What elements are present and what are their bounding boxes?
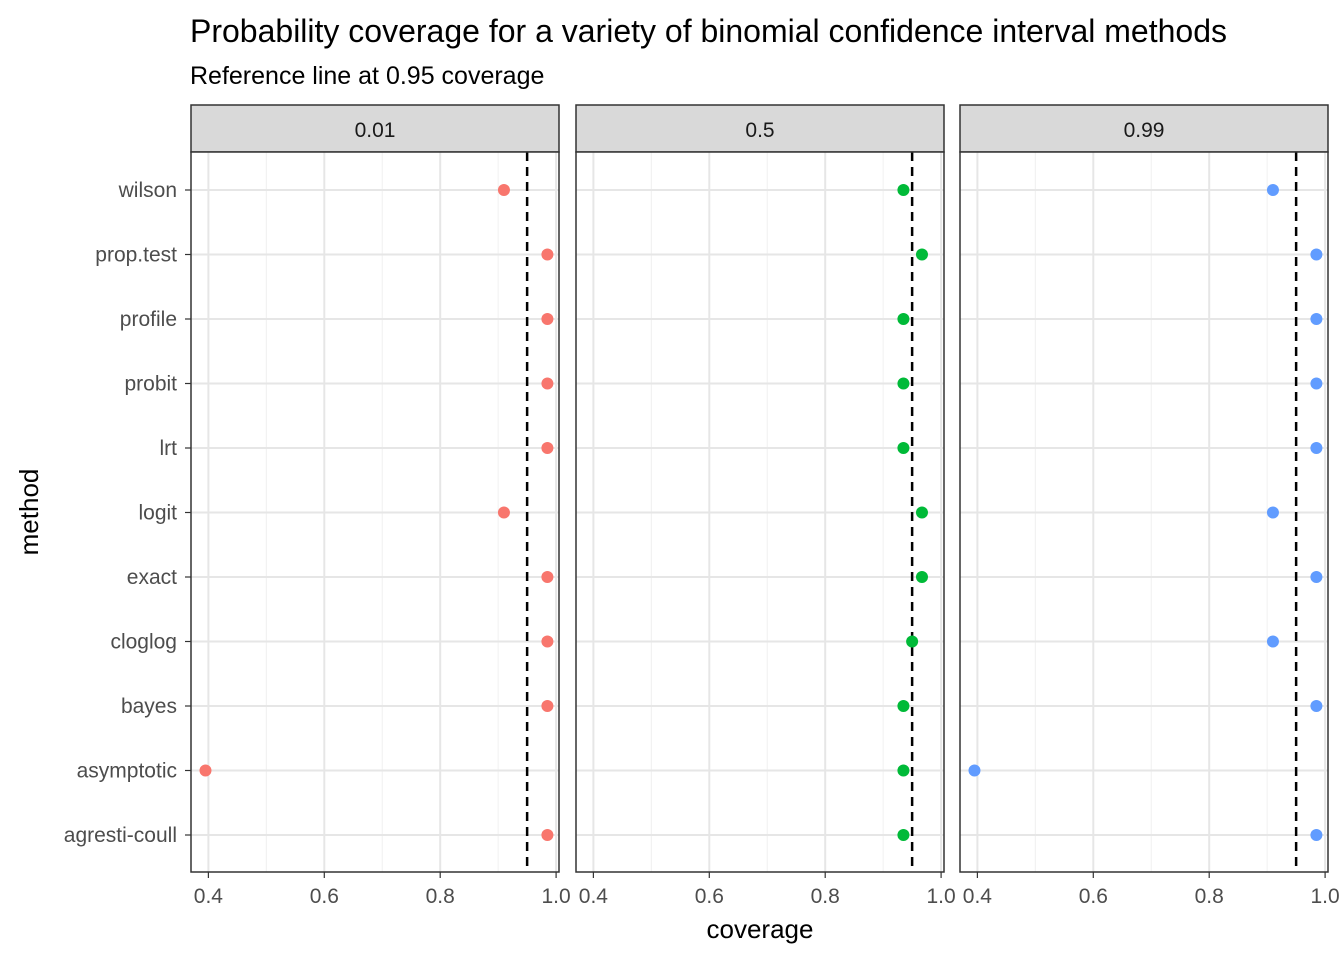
data-point: [897, 184, 910, 196]
x-tick-label: 1.0: [927, 885, 956, 908]
y-tick-label: lrt: [160, 437, 178, 460]
y-tick-label: bayes: [121, 695, 177, 718]
y-tick-label: asymptotic: [77, 760, 177, 783]
data-point: [541, 571, 554, 583]
facet-strip-label: 0.01: [355, 119, 396, 142]
x-tick-label: 0.4: [194, 885, 224, 908]
data-point: [1310, 313, 1323, 325]
x-tick-label: 0.6: [310, 885, 339, 908]
x-tick-label: 0.8: [426, 885, 455, 908]
data-point: [541, 442, 554, 454]
data-point: [906, 635, 919, 648]
facet-panel: 0.99 0.4 0.6 0.8 1.0: [959, 104, 1340, 908]
data-point: [915, 506, 928, 519]
data-point: [897, 442, 910, 454]
x-tick-label: 0.6: [695, 885, 724, 908]
data-point: [497, 506, 510, 519]
y-tick-label: profile: [120, 308, 177, 331]
data-point: [897, 313, 910, 325]
data-point: [1310, 700, 1323, 712]
x-tick-label: 0.4: [579, 885, 609, 908]
data-point: [968, 764, 981, 777]
x-tick-label: 1.0: [542, 885, 571, 908]
facet-panel: 0.01 0.4 0.6 0.8 1.0: [190, 104, 571, 908]
x-tick-label: 0.4: [963, 885, 993, 908]
data-point: [1310, 571, 1323, 583]
data-point: [1266, 184, 1279, 196]
data-point: [497, 184, 510, 196]
chart-title: Probability coverage for a variety of bi…: [190, 13, 1227, 49]
data-point: [915, 248, 928, 261]
chart-subtitle: Reference line at 0.95 coverage: [190, 62, 544, 90]
x-tick-label: 0.6: [1079, 885, 1108, 908]
data-point: [541, 377, 554, 390]
data-point: [1310, 442, 1323, 454]
y-axis-labels: wilson prop.test profile probit lrt logit exac…: [64, 179, 191, 847]
data-point: [1266, 506, 1279, 519]
data-point: [1310, 248, 1323, 261]
data-point: [541, 248, 554, 261]
facet-panel: 0.5 0.4 0.6 0.8 1.0: [575, 104, 956, 908]
y-tick-label: wilson: [118, 179, 177, 202]
data-point: [897, 377, 910, 390]
data-point: [897, 764, 910, 777]
facet-strip-label: 0.5: [745, 119, 774, 142]
y-axis-title: method: [14, 469, 44, 556]
data-point: [915, 571, 928, 583]
facet-strip-label: 0.99: [1124, 119, 1165, 142]
data-point: [199, 764, 212, 777]
panel-border: [575, 151, 945, 873]
data-point: [897, 700, 910, 712]
x-tick-label: 0.8: [811, 885, 840, 908]
y-tick-label: probit: [124, 373, 177, 396]
data-point: [1310, 377, 1323, 390]
panel-border: [959, 151, 1329, 873]
x-tick-label: 1.0: [1311, 885, 1340, 908]
facet-panels: 0.010.4 0.6 0.8 1.00.50.4 0.6 0.8 1.00.990.4 0.…: [190, 104, 1340, 908]
data-point: [1310, 829, 1323, 841]
data-point: [541, 700, 554, 712]
y-tick-label: exact: [127, 566, 177, 589]
facet-strip: [190, 104, 560, 153]
data-point: [541, 829, 554, 841]
facet-strip: [959, 104, 1329, 153]
x-tick-label: 0.8: [1195, 885, 1224, 908]
data-point: [541, 313, 554, 325]
facet-strip: [575, 104, 945, 153]
data-point: [1266, 635, 1279, 648]
data-point: [897, 829, 910, 841]
y-tick-label: agresti-coull: [64, 824, 177, 847]
y-tick-label: prop.test: [95, 244, 177, 267]
y-tick-label: cloglog: [110, 631, 177, 654]
data-point: [541, 635, 554, 648]
x-axis-title: coverage: [707, 914, 814, 944]
y-tick-label: logit: [138, 502, 177, 525]
